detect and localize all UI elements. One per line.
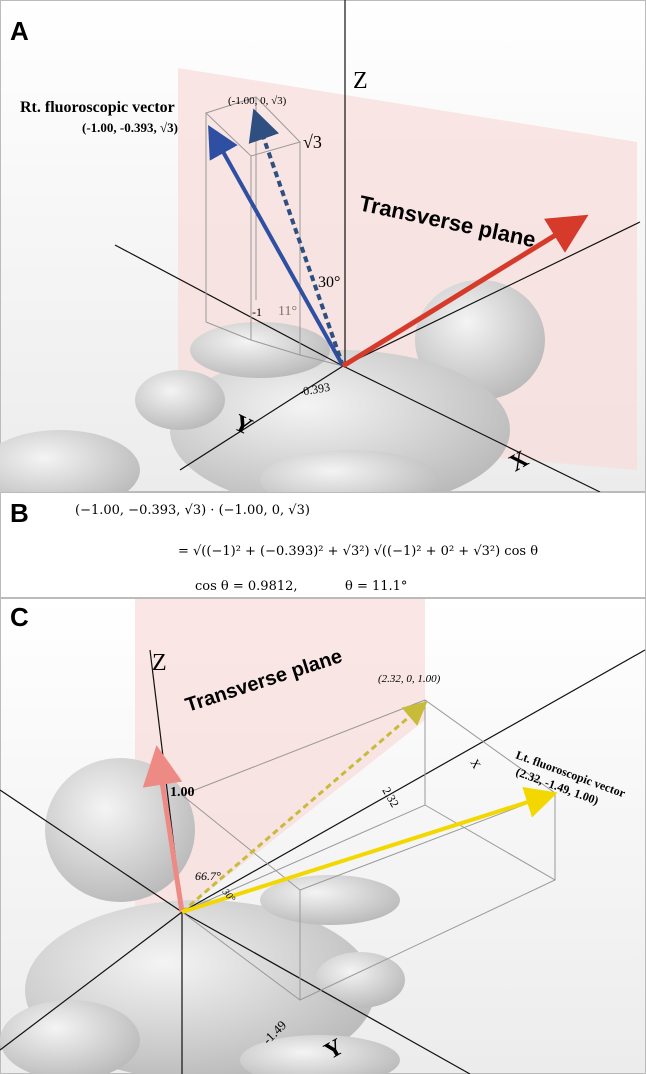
reference-coordinates: (2.32, 0, 1.00) — [378, 673, 441, 685]
reference-coordinates: (-1.00, 0, √3) — [228, 95, 287, 107]
equation: (−1.00, −0.393, √3) · (−1.00, 0, √3) — [75, 503, 310, 518]
axis-label: Z — [353, 68, 368, 94]
panel-label: B — [10, 498, 29, 528]
panel-label: C — [10, 602, 29, 632]
axis-value: 1.00 — [170, 785, 195, 800]
equation: = √((−1)² + (−0.393)² + √3²) √((−1)² + 0… — [178, 544, 538, 559]
axis-label: Z — [152, 650, 167, 676]
panel-b: B (−1.00, −0.393, √3) · (−1.00, 0, √3) =… — [1, 493, 646, 598]
angle-label: 11° — [278, 304, 297, 319]
vector-coordinates: (-1.00, -0.393, √3) — [82, 120, 178, 135]
equation: cos θ = 0.9812, — [195, 579, 298, 594]
angle-label: 66.7° — [195, 869, 221, 883]
panel-c: C Z Transverse plane (2.32, 0, 1.00) 1.0… — [0, 599, 646, 1074]
figure: A Z Rt. fluoroscopic vector (-1.00, -0.3… — [0, 0, 646, 1074]
panel-a: A Z Rt. fluoroscopic vector (-1.00, -0.3… — [0, 0, 646, 510]
axis-value: -1 — [252, 305, 262, 319]
axis-value: √3 — [303, 132, 322, 152]
vector-title: Rt. fluoroscopic vector — [20, 99, 175, 116]
equation: θ = 11.1° — [345, 579, 407, 594]
panel-label: A — [10, 16, 29, 46]
angle-label: 30° — [318, 274, 340, 291]
